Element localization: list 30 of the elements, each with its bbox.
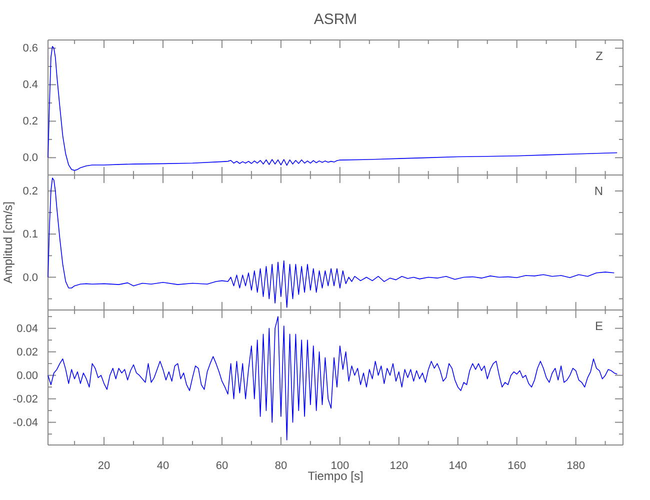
- annotation: E: [594, 319, 603, 333]
- x-tick-label: 160: [508, 460, 526, 472]
- y-tick-label: 0.02: [16, 346, 38, 358]
- x-tick-label: 180: [566, 460, 585, 472]
- y-tick-label: 0.04: [16, 322, 38, 335]
- x-tick-label: 20: [98, 460, 110, 472]
- y-tick-label: 0.2: [22, 185, 38, 198]
- y-tick-label: 0.0: [22, 272, 38, 284]
- chart-title: ASRM: [314, 11, 358, 28]
- line-series: [48, 178, 615, 308]
- annotation: N: [594, 184, 603, 198]
- y-tick-label: -0.02: [12, 393, 38, 406]
- y-tick-label: -0.04: [12, 416, 38, 429]
- x-tick-label: 140: [448, 460, 468, 472]
- line-series: [48, 46, 618, 171]
- x-tick-label: 120: [390, 460, 408, 472]
- y-tick-label: 0.6: [22, 42, 38, 55]
- annotation: Z: [596, 49, 603, 63]
- y-tick-label: 0.4: [22, 79, 38, 92]
- line-series: [48, 316, 618, 440]
- y-tick-label: 0.2: [22, 116, 38, 128]
- y-tick-label: 0.1: [22, 228, 38, 241]
- x-axis-title: Tiempo [s]: [308, 469, 364, 483]
- y-tick-label: 0.0: [22, 152, 38, 164]
- y-axis-title: Amplitud [cm/s]: [1, 201, 15, 284]
- x-tick-label: 60: [216, 460, 228, 472]
- x-tick-label: 40: [156, 460, 170, 472]
- x-tick-label: 80: [274, 460, 288, 472]
- y-tick-label: 0.00: [16, 370, 38, 382]
- x-tick-label: 100: [330, 460, 350, 472]
